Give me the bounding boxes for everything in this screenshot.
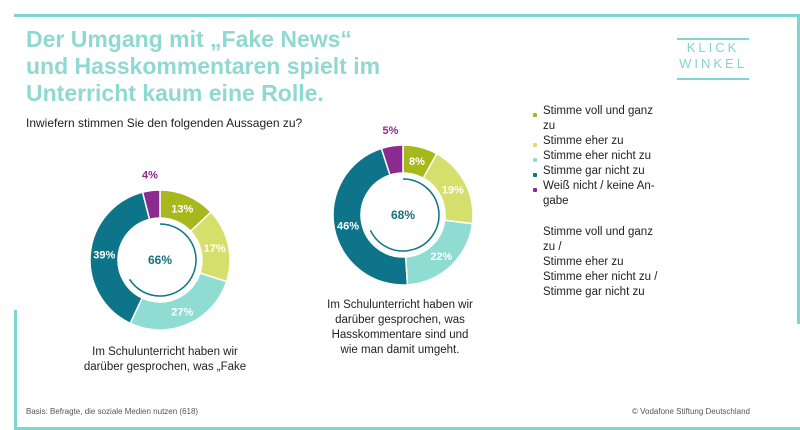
title-line-2: und Hasskommentaren spielt im [26,53,381,79]
data-label-eher-zu: 19% [442,185,464,197]
klickwinkel-logo: KLICK WINKEL [677,38,749,80]
data-label-weiss-nicht: 4% [142,170,158,182]
donut-segment-gar-nicht-zu [332,147,409,286]
legend-text: zu / [543,241,562,253]
data-label-eher-zu: 17% [204,243,226,255]
legend-text: Stimme eher zu [543,256,624,268]
caption-hasskommentare: Im Schulunterricht haben wir darüber ges… [310,298,490,358]
center-share-label: 66% [148,253,172,267]
legend-item-weiss-nicht: Weiß nicht / keine An-gabe [533,179,673,209]
legend-dot-eher-nicht-zu [533,158,537,162]
frame-left-line [14,310,17,430]
legend-text: Stimme eher zu [543,135,624,147]
data-label-weiss-nicht: 5% [383,125,399,137]
legend-item-eher-zu: Stimme eher zu [533,134,673,149]
center-share-arc [369,178,440,252]
center-share-arc [128,223,197,297]
data-label-voll-und-ganz: 8% [409,156,425,168]
legend-dot-weiss-nicht [533,188,537,192]
legend-text: Stimme eher nicht zu / [543,271,658,283]
donut-segment-weiss-nicht [141,189,161,221]
legend-dot-voll-und-ganz [533,113,537,117]
caption-line: Im Schulunterricht haben wir [327,299,473,311]
legend-text: Stimme voll und ganz [543,105,653,117]
chart-title: Der Umgang mit „Fake News“ und Hasskomme… [26,26,426,107]
caption-line: Im Schulunterricht haben wir [92,346,238,358]
donut-chart-fake-news: 13% 17% 27% 39% 4% 66% [89,170,231,331]
title-line-3: Unterricht kaum eine Rolle. [26,80,324,106]
legend-item-gar-nicht-zu: Stimme gar nicht zu [533,164,673,179]
donut-segment-weiss-nicht [380,144,404,177]
legend-text: zu [543,120,556,132]
legend-dot-gar-nicht-zu [533,173,537,177]
caption-line: Hasskommentare sind und [331,329,469,341]
legend-text: gabe [543,195,569,207]
frame-bottom-line [14,427,800,430]
donut-chart-hasskommentare: 8% 19% 22% 46% 5% 68% [332,125,474,286]
legend-item-voll-und-ganz: Stimme voll und ganz zu [533,104,673,134]
legend-combined-item: Stimme eher nicht zu / Stimme gar nicht z… [533,270,673,300]
caption-fake-news: Im Schulunterricht haben wir darüber ges… [70,345,260,375]
legend-dot-eher-zu [533,143,537,147]
data-label-eher-nicht-zu: 22% [430,251,452,263]
chart-legend: Stimme voll und ganz zu Stimme eher zu Stim… [533,104,673,300]
chart-subtitle: Inwiefern stimmen Sie den folgenden Auss… [26,116,303,130]
title-line-1: Der Umgang mit „Fake News“ [26,26,352,52]
logo-line-2: WINKEL [679,56,747,71]
legend-text: Stimme gar nicht zu [543,286,645,298]
legend-text: Weiß nicht / keine An- [543,180,655,192]
legend-text: Stimme eher nicht zu [543,150,652,162]
frame-right-line [797,14,800,324]
logo-line-1: KLICK [686,40,740,55]
caption-line: wie man damit umgeht. [340,344,460,356]
legend-text: Stimme voll und ganz [543,226,653,238]
legend-text: Stimme gar nicht zu [543,165,645,177]
footer-source: Basis: Befragte, die soziale Medien nutz… [26,407,199,416]
legend-combined-item: Stimme voll und ganz zu / Stimme eher zu [533,225,673,270]
legend-item-eher-nicht-zu: Stimme eher nicht zu [533,149,673,164]
data-label-voll-und-ganz: 13% [171,204,193,216]
data-label-gar-nicht-zu: 46% [337,220,359,232]
caption-line: darüber gesprochen, was [335,314,465,326]
frame-top-line [14,14,800,17]
data-label-eher-nicht-zu: 27% [171,306,193,318]
center-share-label: 68% [391,208,415,222]
donut-segment-eher-nicht-zu [129,272,228,331]
donut-segment-gar-nicht-zu [89,191,151,325]
caption-line: darüber gesprochen, was „Fake [83,361,247,373]
footer-copyright: © Vodafone Stiftung Deutschland [632,407,750,416]
data-label-gar-nicht-zu: 39% [93,250,115,262]
